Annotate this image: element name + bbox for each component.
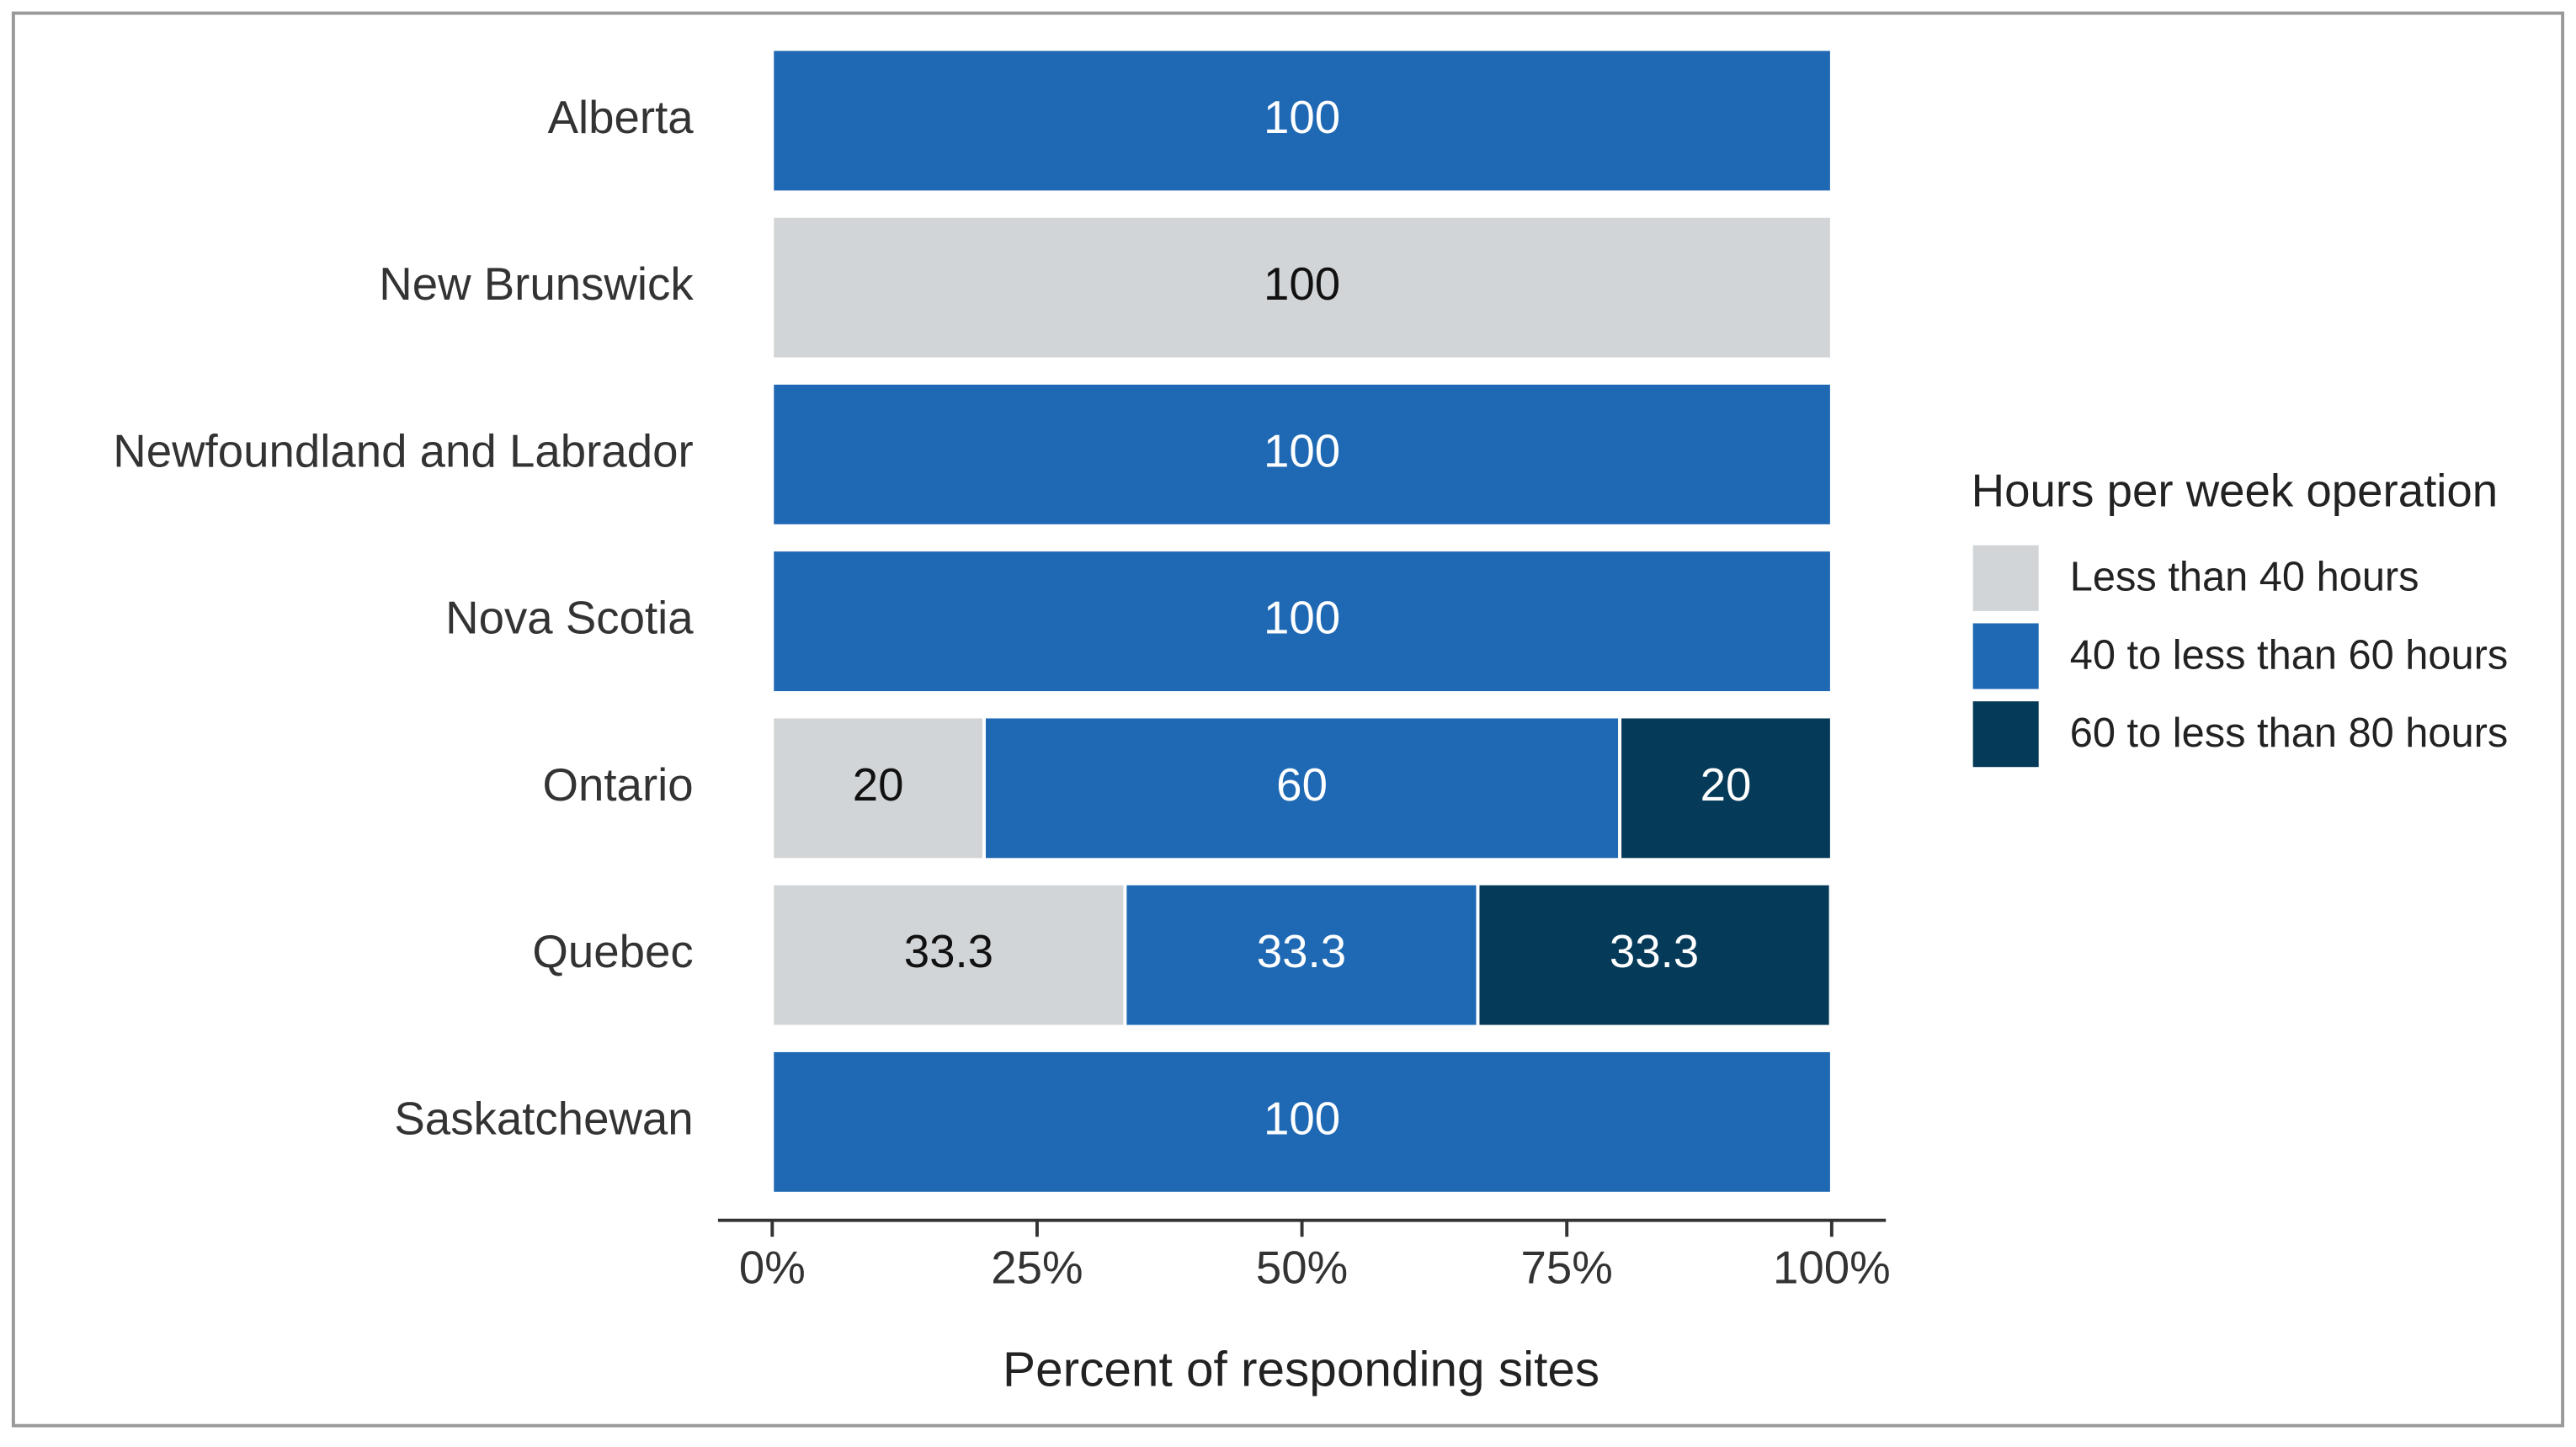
y-tick-label: Newfoundland and Labrador [113,425,693,476]
y-tick-label: Nova Scotia [445,593,694,644]
x-tick-label: 75% [1521,1242,1613,1294]
value-label: 33.3 [1610,926,1699,977]
value-label: 100 [1264,425,1340,476]
legend-swatch [1972,623,2039,689]
x-axis-label: Percent of responding sites [1003,1343,1599,1397]
value-label: 100 [1264,593,1340,644]
legend-title: Hours per week operation [1972,465,2499,517]
value-label: 100 [1264,1093,1340,1144]
y-tick-label: Alberta [548,92,695,143]
value-label: 33.3 [1257,926,1346,977]
bar-segment [1123,881,1480,1029]
bar-segment [770,1049,1834,1195]
y-tick-label: Quebec [532,926,693,977]
y-tick-label: Ontario [543,759,694,811]
bar-segment [1476,881,1833,1029]
bar-segment [1618,715,1834,862]
y-tick-label: Saskatchewan [394,1093,693,1144]
bar-segment [770,47,1834,194]
legend-swatch [1972,545,2039,611]
legend-label: 60 to less than 80 hours [2070,710,2509,756]
value-label: 20 [853,759,904,811]
legend-swatch [1972,701,2039,768]
value-label: 100 [1264,92,1340,143]
x-tick-label: 0% [739,1242,806,1294]
value-label: 33.3 [904,926,993,977]
x-tick-label: 100% [1773,1242,1891,1294]
bar-segment [982,715,1622,862]
value-label: 20 [1700,759,1752,811]
y-tick-label: New Brunswick [379,258,694,310]
bar-segment [770,715,986,862]
bar-segment [770,881,1127,1029]
legend-label: 40 to less than 60 hours [2070,632,2509,678]
bar-segment [770,381,1834,528]
value-label: 60 [1276,759,1328,811]
bar-segment [770,548,1834,694]
x-tick-label: 25% [991,1242,1083,1294]
value-label: 100 [1264,258,1340,310]
x-tick-label: 50% [1256,1242,1348,1294]
bar-segment [770,214,1834,361]
legend-label: Less than 40 hours [2070,555,2419,600]
